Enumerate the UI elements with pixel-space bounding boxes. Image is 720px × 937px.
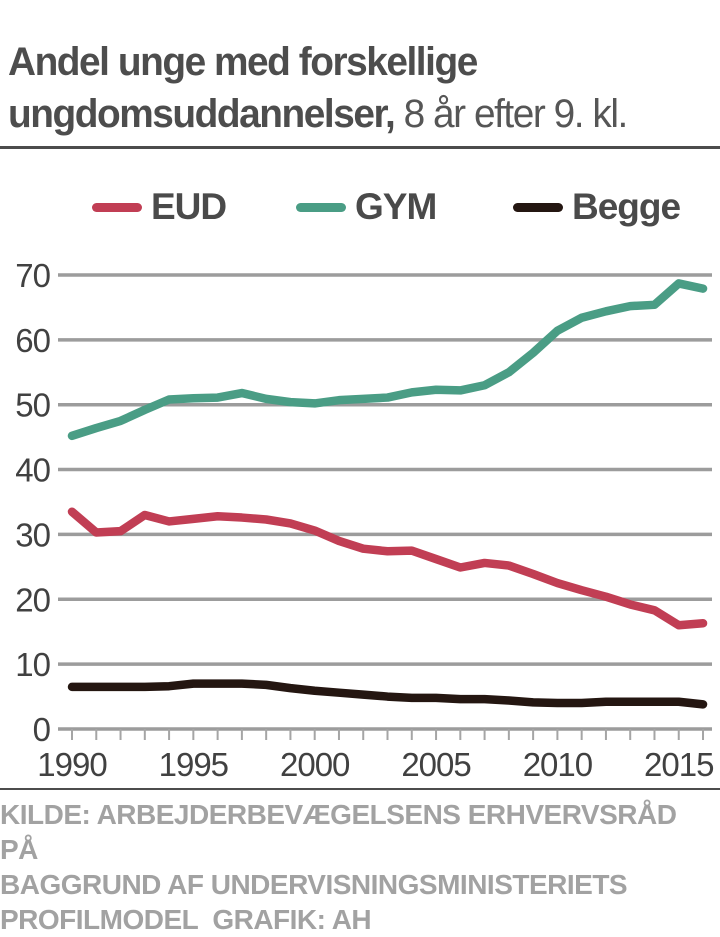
chart-title-line1: Andel unge med forskellige — [8, 40, 478, 84]
source-line-1: KILDE: ARBEJDERBEVÆGELSENS ERHVERVSRÅD P… — [0, 799, 684, 865]
y-axis-label-10: 10 — [15, 646, 50, 683]
x-axis-label-2015: 2015 — [644, 746, 713, 783]
x-axis-label-2010: 2010 — [523, 746, 593, 783]
y-axis-label-60: 60 — [15, 322, 50, 359]
source-note: KILDE: ARBEJDERBEVÆGELSENS ERHVERVSRÅD P… — [0, 797, 720, 937]
legend-label-eud: EUD — [151, 186, 227, 227]
legend-label-begge: Begge — [572, 186, 681, 227]
y-axis-label-50: 50 — [15, 387, 50, 424]
legend-swatch-eud — [92, 202, 142, 212]
title-separator-line — [0, 146, 720, 149]
legend-swatch-begge — [513, 202, 563, 212]
series-line-eud — [67, 507, 708, 630]
footer-separator-line — [0, 788, 720, 790]
legend-item-gym: GYM — [296, 186, 437, 227]
legend-item-begge: Begge — [513, 186, 681, 227]
y-axis-label-30: 30 — [15, 516, 50, 553]
x-axis-label-2000: 2000 — [280, 746, 350, 783]
y-axis-label-40: 40 — [15, 452, 50, 489]
chart-legend: EUD GYM Begge — [0, 186, 720, 227]
x-axis-label-2005: 2005 — [401, 746, 470, 783]
source-line-3: PROFILMODEL GRAFIK: AH — [0, 904, 372, 935]
line-chart: 0 10 20 30 40 50 60 70 1990 1995 2000 2005 2010 2015 — [15, 257, 714, 783]
y-axis-label-20: 20 — [15, 581, 50, 618]
legend-item-eud: EUD — [92, 186, 227, 227]
source-line-2: BAGGRUND AF UNDERVISNINGSMINISTERIETS — [0, 869, 628, 900]
legend-label-gym: GYM — [355, 186, 437, 227]
x-axis-label-1995: 1995 — [159, 746, 228, 783]
y-axis-label-70: 70 — [15, 257, 50, 294]
series-line-begge — [67, 679, 708, 709]
series-line-gym — [67, 279, 708, 441]
chart-title: Andel unge med forskellige ungdomsuddann… — [8, 36, 699, 140]
chart-subtitle: 8 år efter 9. kl. — [394, 92, 629, 136]
y-axis-label-0: 0 — [33, 711, 51, 748]
chart-title-line2-bold: ungdomsuddannelser, — [8, 92, 396, 136]
legend-swatch-gym — [296, 202, 346, 212]
x-axis-label-1990: 1990 — [37, 746, 107, 783]
